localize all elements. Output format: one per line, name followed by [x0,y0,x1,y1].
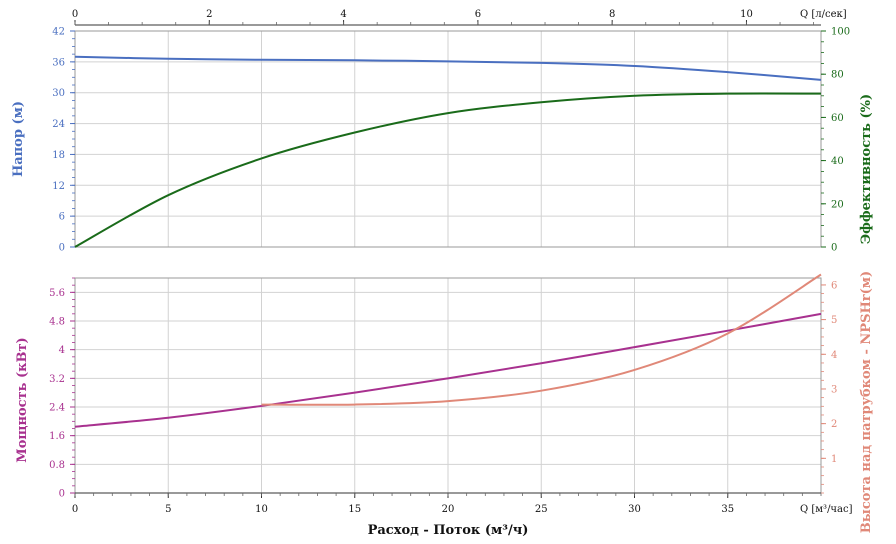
power-axis-tick-label: 4 [59,345,65,356]
efficiency-axis-tick-label: 100 [831,27,850,38]
power-axis-tick-label: 5.6 [49,288,65,299]
bottom-axis-tick-label: 5 [165,504,171,515]
head-axis-title: Напор (м) [11,101,26,177]
npsh-axis-title: Высота над патрубком - NPSHr(м) [859,271,874,533]
efficiency-axis-title: Эффективность (%) [859,94,874,244]
head-axis-tick-label: 36 [52,57,65,68]
x-axis-title: Расход - Поток (м³/ч) [368,523,529,538]
top-axis-tick-label: 10 [740,9,753,20]
power-axis-tick-label: 2.4 [49,403,65,414]
npsh-axis-tick-label: 4 [831,350,837,361]
head-axis-tick-label: 6 [59,212,65,223]
efficiency-axis-tick-label: 0 [831,243,837,254]
grid [75,30,821,494]
top-axis-tick-label: 8 [609,9,615,20]
head-axis-tick-label: 0 [59,243,65,254]
npsh-axis-tick-label: 2 [831,419,837,430]
power-curve [74,312,822,428]
power-axis-tick-label: 0 [59,489,65,500]
bottom-axis-tick-label: 25 [535,504,548,515]
bottom-axis-tick-label: 30 [628,504,641,515]
head-axis-tick-label: 30 [52,88,65,99]
npsh-axis-tick-label: 3 [831,384,837,395]
power-axis-tick-label: 0.8 [49,460,65,471]
head-axis-tick-label: 42 [52,27,65,38]
top-axis-tick-label: 0 [72,9,78,20]
head-curve [74,55,822,81]
efficiency-axis-tick-label: 60 [831,113,844,124]
efficiency-axis-tick-label: 20 [831,199,844,210]
power-axis-tick-label: 3.2 [49,374,65,385]
power-axis-title: Мощность (кВт) [15,337,30,462]
efficiency-axis-tick-label: 40 [831,156,844,167]
series-layer [74,55,822,428]
top-axis-tick-label: 4 [340,9,346,20]
npsh-axis-tick-label: 6 [831,280,837,291]
head-axis-tick-label: 18 [52,150,65,161]
bottom-axis-tick-label: 10 [255,504,268,515]
bottom-axis-tick-label: 20 [442,504,455,515]
tick-layer: 0 5 10 15 20 25 30 350 2 4 6 8 100612182430364202040… [49,9,850,515]
power-axis-tick-label: 1.6 [49,431,65,442]
efficiency-axis-tick-label: 80 [831,70,844,81]
bottom-axis-tick-label: 35 [721,504,734,515]
npsh-curve [261,273,822,406]
efficiency-curve [74,92,822,248]
top-axis-tick-label: 2 [206,9,212,20]
top-axis-unit-label: Q [л/сек] [800,9,847,20]
power-axis-tick-label: 4.8 [49,317,65,328]
head-axis-tick-label: 12 [52,181,65,192]
top-axis-tick-label: 6 [475,9,481,20]
bottom-axis-unit-label: Q [м³/час] [800,504,853,515]
bottom-axis-tick-label: 15 [348,504,361,515]
bottom-axis-tick-label: 0 [72,504,78,515]
head-axis-tick-label: 24 [52,119,65,130]
npsh-axis-tick-label: 5 [831,315,837,326]
npsh-axis-tick-label: 1 [831,454,837,465]
